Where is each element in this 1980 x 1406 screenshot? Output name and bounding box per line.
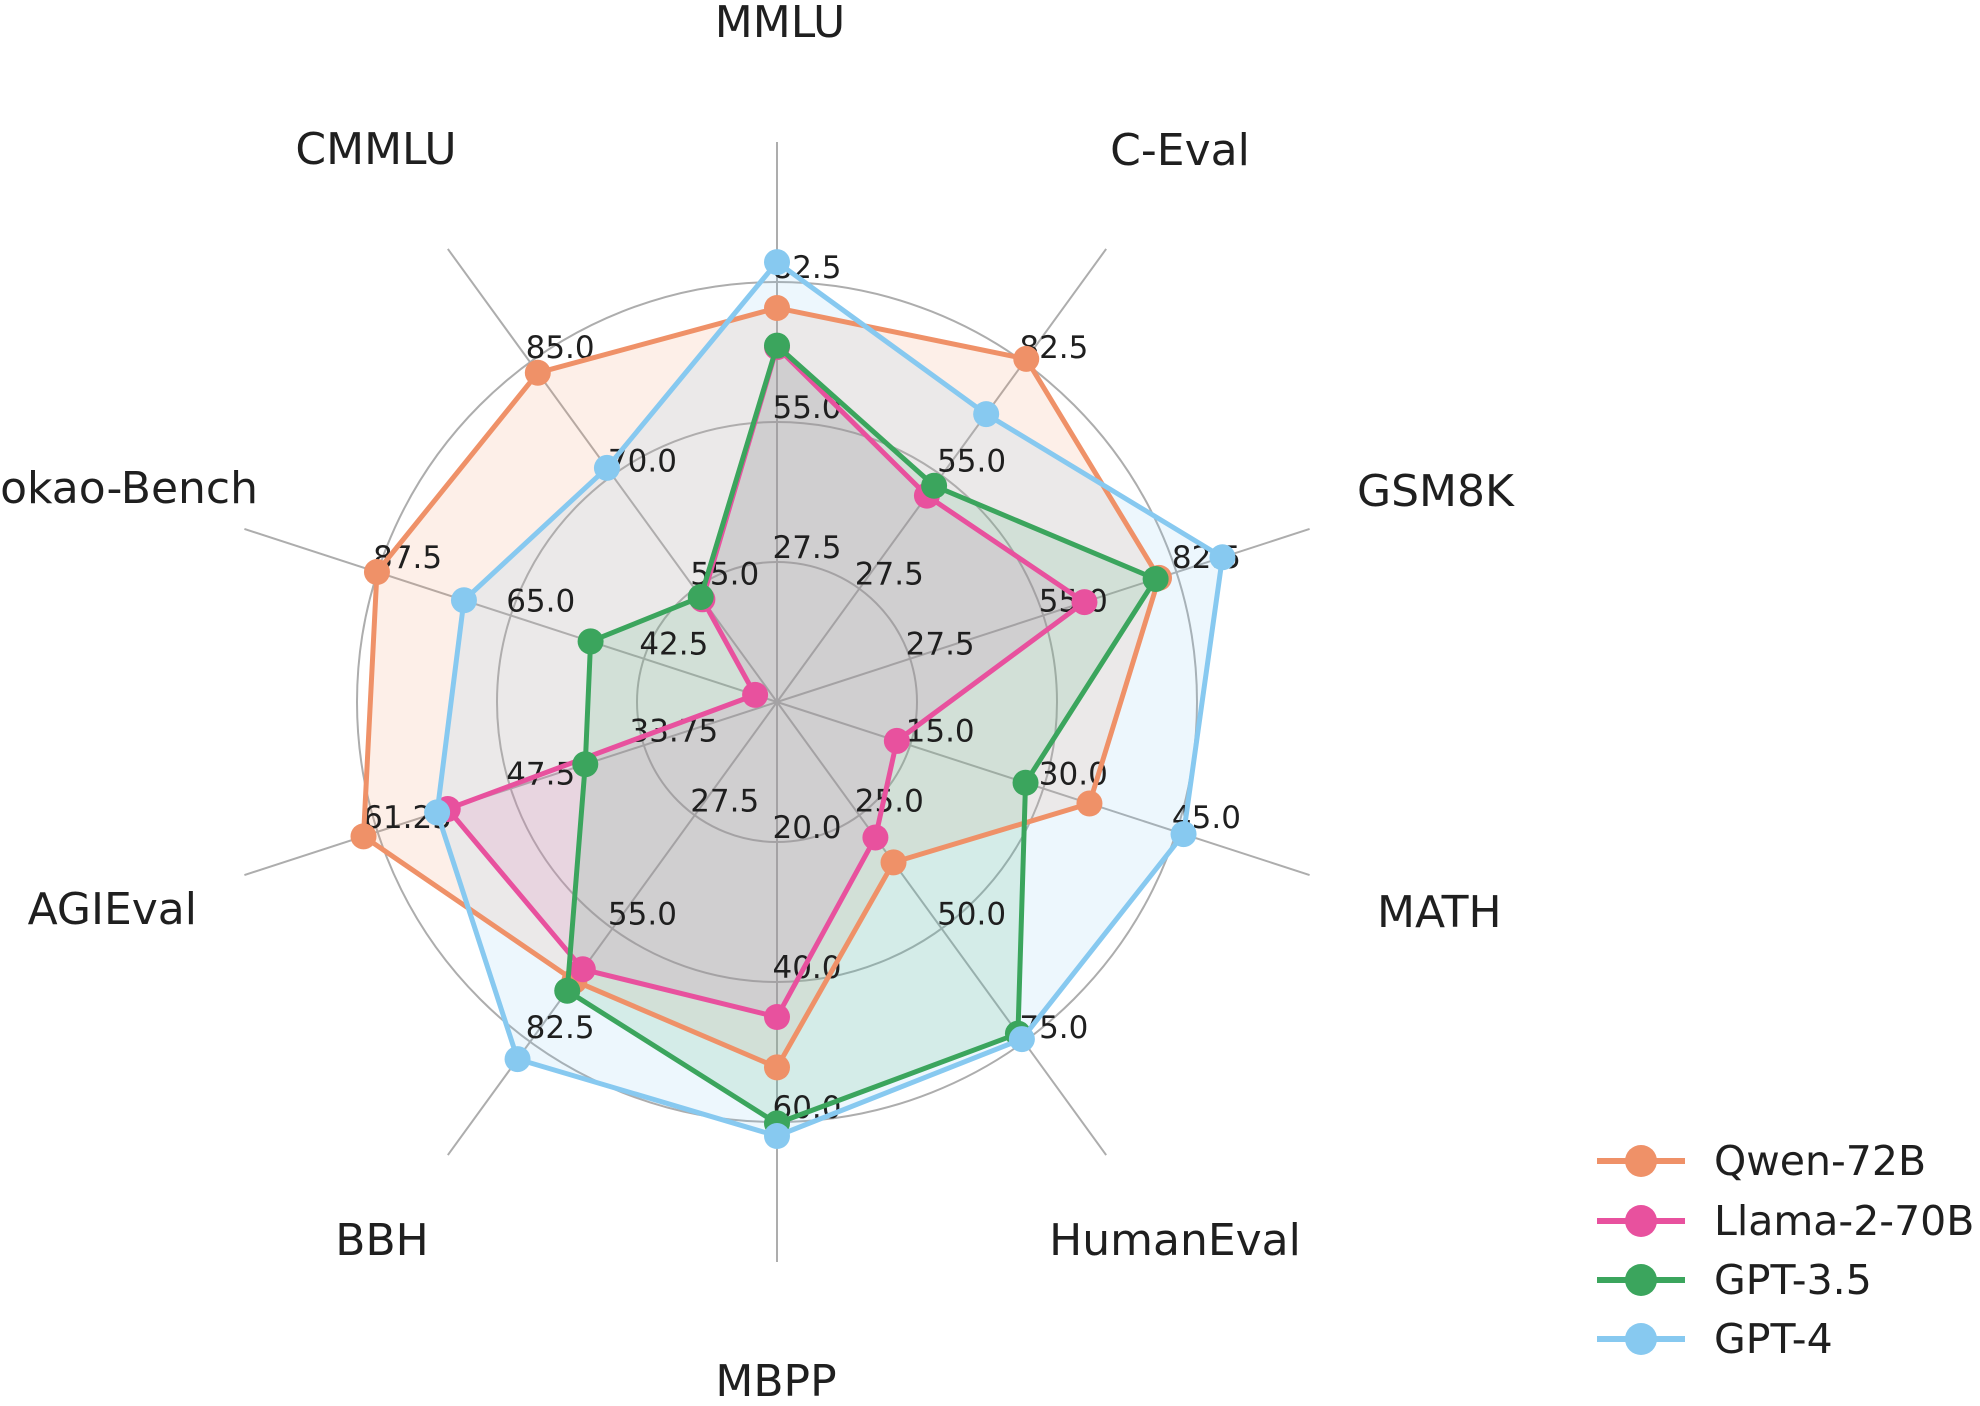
data-point-gpt-3.5-gsm8k <box>1142 565 1169 592</box>
tick-label-c-eval-55.0: 55.0 <box>937 443 1006 479</box>
tick-label-gaokao-bench-42.5: 42.5 <box>639 627 708 663</box>
data-point-gpt-4-gaokao-bench <box>450 587 477 614</box>
data-point-llama-2-70b-gaokao-bench <box>742 681 769 708</box>
tick-label-c-eval-27.5: 27.5 <box>855 557 924 593</box>
tick-label-humaneval-50.0: 50.0 <box>937 897 1006 933</box>
tick-label-gsm8k-27.5: 27.5 <box>906 627 975 663</box>
data-point-gpt-3.5-bbh <box>554 977 581 1004</box>
data-point-gpt-4-cmmlu <box>593 454 620 481</box>
legend-dot-marker-gpt-3.5 <box>1625 1264 1657 1296</box>
data-point-gpt-4-math <box>1170 821 1197 848</box>
series-fill-gpt-4 <box>437 262 1223 1136</box>
axis-label-gaokao-bench: Gaokao-Bench <box>0 463 258 514</box>
tick-label-mmlu-27.5: 27.5 <box>772 530 841 566</box>
data-point-llama-2-70b-gsm8k <box>1071 589 1098 616</box>
data-point-qwen-72b-mmlu <box>764 294 790 321</box>
data-point-llama-2-70b-humaneval <box>862 824 889 851</box>
tick-label-humaneval-25.0: 25.0 <box>855 783 924 819</box>
data-point-qwen-72b-mbpp <box>764 1054 790 1081</box>
grid-ring-1 <box>636 561 918 843</box>
legend-item-gpt-4: GPT-4 <box>1597 1315 1833 1363</box>
data-point-qwen-72b-humaneval <box>880 849 907 876</box>
legend-item-gpt-3.5: GPT-3.5 <box>1597 1256 1872 1304</box>
tick-label-gaokao-bench-65.0: 65.0 <box>506 583 575 619</box>
legend-item-qwen-72b: Qwen-72B <box>1597 1137 1926 1185</box>
data-point-gpt-4-agieval <box>424 799 451 826</box>
tick-label-mbpp-20.0: 20.0 <box>772 810 841 846</box>
data-point-gpt-4-mbpp <box>764 1123 790 1149</box>
tick-label-mbpp-40.0: 40.0 <box>772 950 841 986</box>
data-point-gpt-4-c-eval <box>973 401 1000 428</box>
axis-label-mbpp: MBPP <box>715 1356 836 1406</box>
tick-label-bbh-82.5: 82.5 <box>526 1010 595 1046</box>
data-point-qwen-72b-math <box>1076 790 1103 817</box>
data-point-gpt-4-gsm8k <box>1209 544 1236 571</box>
data-point-gpt-4-humaneval <box>1008 1026 1035 1053</box>
axis-label-agieval: AGIEval <box>28 884 197 935</box>
legend-label-llama-2-70b: Llama-2-70B <box>1714 1197 1974 1245</box>
legend-dot-marker-gpt-4 <box>1625 1323 1657 1355</box>
axis-label-bbh: BBH <box>335 1215 428 1266</box>
data-point-gpt-3.5-mmlu <box>764 332 790 359</box>
axis-label-cmmlu: CMMLU <box>295 124 456 175</box>
data-point-qwen-72b-agieval <box>350 823 377 850</box>
legend: Qwen-72B Llama-2-70B GPT-3.5 GPT-4 <box>1597 1137 1974 1363</box>
tick-label-bbh-27.5: 27.5 <box>690 783 759 819</box>
data-point-qwen-72b-gaokao-bench <box>363 559 390 586</box>
tick-label-bbh-55.0: 55.0 <box>608 897 677 933</box>
legend-dot-marker-llama-2-70b <box>1625 1205 1657 1237</box>
tick-label-agieval-33.75: 33.75 <box>629 713 718 749</box>
series-gpt-4 <box>424 249 1236 1149</box>
data-point-llama-2-70b-bbh <box>569 956 596 983</box>
axis-label-gsm8k: GSM8K <box>1357 466 1515 517</box>
legend-label-gpt-4: GPT-4 <box>1714 1315 1833 1363</box>
axis-label-math: MATH <box>1377 887 1502 938</box>
legend-label-gpt-3.5: GPT-3.5 <box>1714 1256 1872 1304</box>
data-point-llama-2-70b-math <box>883 727 910 754</box>
data-point-gpt-3.5-c-eval <box>921 472 948 499</box>
data-point-qwen-72b-c-eval <box>1013 345 1040 372</box>
axis-label-humaneval: HumanEval <box>1049 1215 1301 1266</box>
legend-label-qwen-72b: Qwen-72B <box>1714 1137 1926 1185</box>
data-point-qwen-72b-cmmlu <box>524 359 551 386</box>
data-point-gpt-3.5-cmmlu <box>687 584 714 611</box>
axis-label-c-eval: C-Eval <box>1110 125 1250 176</box>
axis-label-mmlu: MMLU <box>715 0 845 48</box>
data-point-gpt-3.5-agieval <box>572 751 599 778</box>
series-fill-llama-2-70b <box>447 347 1085 1017</box>
data-point-gpt-4-mmlu <box>764 249 790 276</box>
data-point-gpt-3.5-math <box>1012 769 1039 796</box>
data-point-llama-2-70b-mbpp <box>764 1004 790 1030</box>
series-fill-gpt-3.5 <box>567 345 1156 1124</box>
grid-ring-2 <box>496 421 1058 983</box>
data-point-gpt-4-bbh <box>504 1046 531 1073</box>
data-point-gpt-3.5-gaokao-bench <box>577 628 604 655</box>
legend-dot-marker-qwen-72b <box>1625 1145 1657 1177</box>
tick-label-math-15.0: 15.0 <box>906 713 975 749</box>
legend-item-llama-2-70b: Llama-2-70B <box>1597 1197 1974 1245</box>
